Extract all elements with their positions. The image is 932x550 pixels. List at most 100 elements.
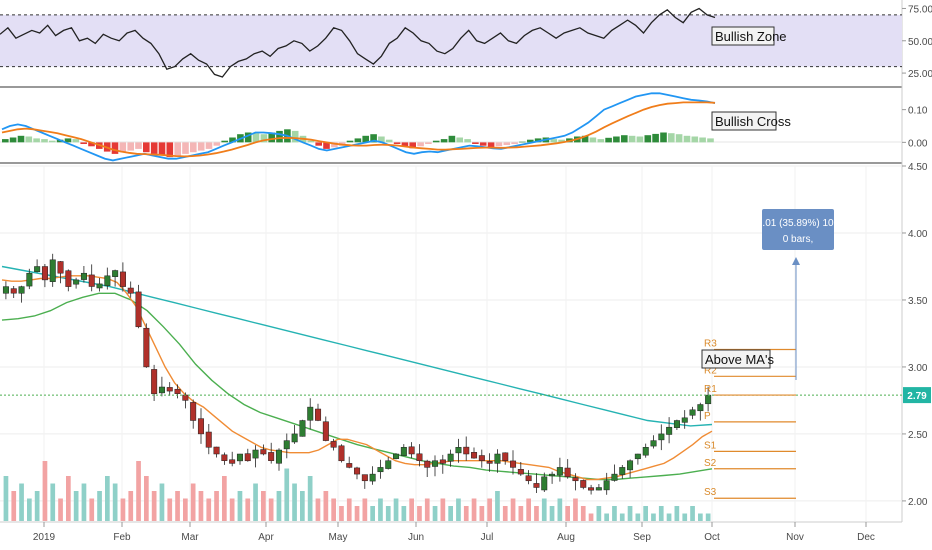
volume-bar xyxy=(518,506,524,521)
macd-histogram-bar xyxy=(9,137,17,143)
candle-body xyxy=(34,266,41,272)
volume-bar xyxy=(573,498,578,521)
price-tick-label: 3.00 xyxy=(908,363,928,374)
candle-body xyxy=(556,467,563,476)
price-tick-label: 3.50 xyxy=(908,296,928,307)
macd-annotation: Bullish Cross xyxy=(711,111,791,131)
volume-bar xyxy=(198,491,204,521)
volume-bar xyxy=(362,498,368,521)
volume-bar xyxy=(526,498,531,521)
candle-body xyxy=(127,287,134,294)
volume-bar xyxy=(658,506,664,521)
candle-body xyxy=(463,446,470,455)
time-tick-label: Feb xyxy=(113,532,131,543)
candle-body xyxy=(549,473,556,477)
macd-histogram-bar xyxy=(581,135,589,143)
volume-bar xyxy=(81,483,87,521)
rsi-annotation-box xyxy=(711,26,775,46)
volume-bar xyxy=(479,506,485,521)
candle-body xyxy=(174,388,181,394)
volume-bar xyxy=(502,506,508,521)
macd-histogram-bar xyxy=(660,132,667,143)
candle-body xyxy=(236,453,243,462)
volume-bar xyxy=(674,506,680,521)
macd-histogram-bar xyxy=(158,142,166,156)
volume-bar xyxy=(292,483,297,521)
candle-body xyxy=(135,291,142,328)
candle-body xyxy=(478,455,485,461)
candle-body xyxy=(80,272,87,280)
volume-bars xyxy=(3,461,711,521)
macd-histogram-bar xyxy=(683,135,691,143)
macd-histogram-bar xyxy=(111,142,119,154)
candle-body xyxy=(26,272,33,287)
candle-body xyxy=(432,460,439,467)
macd-histogram-bar xyxy=(182,142,189,154)
macd-histogram-bar xyxy=(425,142,432,144)
macd-histogram-bar xyxy=(668,133,675,143)
time-axis: 2019 Feb Mar Apr May Jun Jul Aug Sep Oct Nov Dec xyxy=(33,522,875,543)
volume-bar xyxy=(354,506,360,521)
last-price-tag-text: 2.79 xyxy=(907,391,927,402)
pivot-label: R2 xyxy=(704,365,717,376)
candle-body xyxy=(205,431,212,448)
volume-bar xyxy=(541,498,547,521)
macd-histogram-bar xyxy=(503,142,511,145)
macd-histogram-bar xyxy=(644,135,652,143)
candle-body xyxy=(143,327,150,368)
macd-line xyxy=(1,92,716,162)
volume-bar xyxy=(690,506,695,521)
volume-bar xyxy=(183,498,188,521)
volume-bar xyxy=(237,491,243,521)
volume-bar xyxy=(627,506,633,521)
price-tick-label: 2.50 xyxy=(908,430,928,441)
measure-tool[interactable]: 1.01 (35.89%) 101 0 bars, xyxy=(757,209,840,380)
time-tick-label: 2019 xyxy=(33,532,56,543)
candle-body xyxy=(424,460,431,468)
pivot-label: R3 xyxy=(704,339,717,350)
volume-bar xyxy=(159,483,165,521)
pivot-label: S2 xyxy=(704,458,717,469)
time-tick-label: May xyxy=(329,532,348,543)
macd-histogram-bar xyxy=(652,133,659,143)
macd-histogram-bar xyxy=(378,136,385,143)
moving-average-slow xyxy=(1,265,713,427)
volume-bar xyxy=(151,491,157,521)
candle-body xyxy=(400,447,407,456)
macd-histogram-bar xyxy=(17,135,25,143)
candle-body xyxy=(564,467,571,478)
candle-body xyxy=(291,433,298,443)
macd-histogram-bar xyxy=(213,142,221,146)
time-tick-label: Mar xyxy=(181,532,199,543)
volume-bar xyxy=(11,491,17,521)
candle-body xyxy=(533,483,540,488)
candle-body xyxy=(88,274,95,287)
candle-body xyxy=(572,477,579,482)
measure-arrow-head xyxy=(792,257,800,265)
volume-bar xyxy=(409,498,414,521)
candle-body xyxy=(525,475,532,482)
time-tick-label: Apr xyxy=(258,532,274,543)
candle-body xyxy=(447,453,454,462)
macd-histogram-bar xyxy=(127,142,134,151)
candle-body xyxy=(580,480,587,488)
candlesticks xyxy=(2,253,712,495)
candle-body xyxy=(642,447,649,456)
pivot-label: R1 xyxy=(704,384,717,395)
volume-bar xyxy=(346,498,352,521)
macd-histogram-bar xyxy=(613,136,620,143)
candle-body xyxy=(595,487,602,491)
candle-body xyxy=(244,453,251,462)
macd-histogram-bar xyxy=(354,138,362,143)
macd-histogram-bar xyxy=(2,139,9,143)
candle-body xyxy=(486,461,493,464)
candle-body xyxy=(689,409,696,416)
volume-bar xyxy=(588,513,594,521)
candle-body xyxy=(471,452,478,459)
volume-bar xyxy=(105,476,110,521)
macd-histogram-bar xyxy=(558,139,565,143)
moving-average-mid xyxy=(1,292,713,481)
candle-body xyxy=(104,275,111,286)
